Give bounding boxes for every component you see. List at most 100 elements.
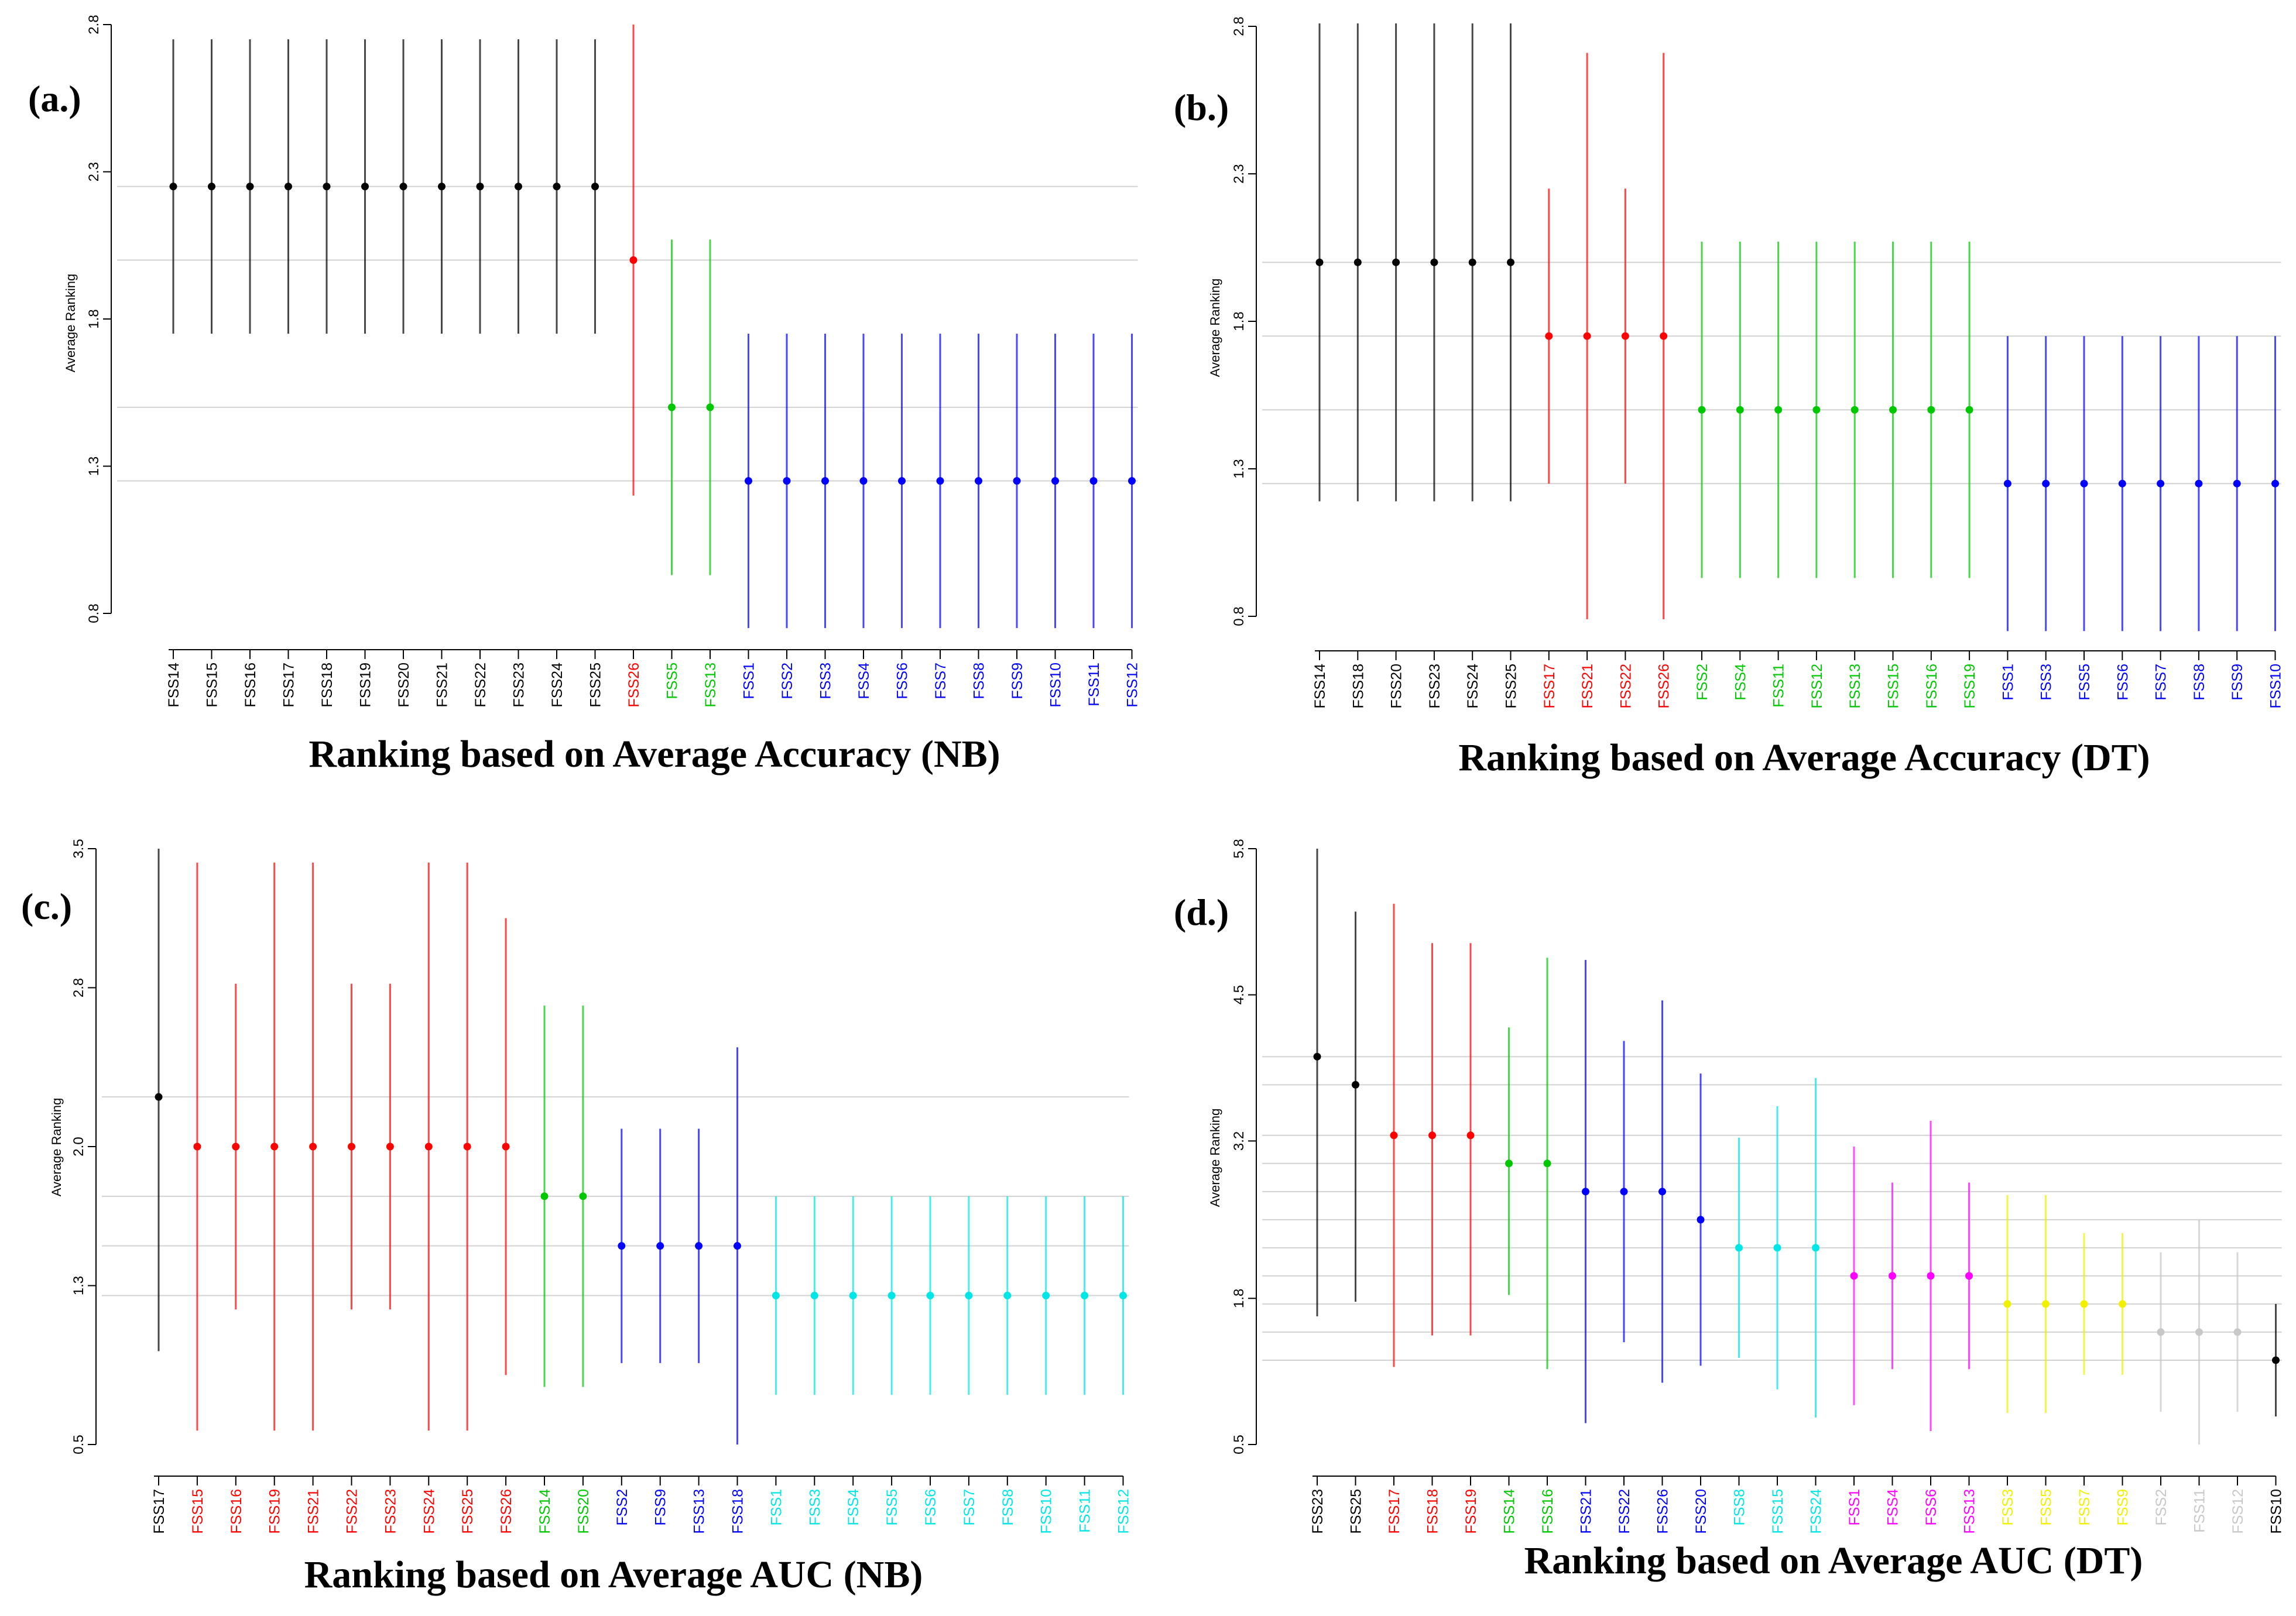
category-label: FSS22 (344, 1489, 361, 1533)
category-label: FSS2 (614, 1489, 630, 1526)
ranking-point (2042, 1300, 2050, 1308)
category-label: FSS13 (702, 663, 719, 707)
ranking-point (246, 183, 254, 191)
panel-a-ylabel: Average Ranking (63, 274, 78, 372)
ranking-point (348, 1142, 355, 1151)
category-label: FSS22 (1616, 1489, 1633, 1533)
category-label: FSS25 (460, 1489, 476, 1533)
category-label: FSS6 (895, 663, 911, 699)
ranking-point (2080, 479, 2088, 488)
ranking-point (1128, 477, 1136, 485)
category-label: FSS20 (575, 1489, 592, 1533)
category-label: FSS6 (1923, 1489, 1939, 1526)
ranking-point (936, 477, 944, 485)
ranking-point (1042, 1292, 1050, 1299)
category-label: FSS3 (2038, 664, 2055, 701)
ranking-point (810, 1292, 818, 1299)
category-label: FSS21 (434, 663, 451, 707)
ranking-point (309, 1142, 317, 1151)
ranking-point (926, 1292, 934, 1299)
category-label: FSS8 (1000, 1489, 1016, 1526)
category-label: FSS21 (306, 1489, 322, 1533)
ranking-point (1507, 258, 1514, 266)
panel-a-label: (a.) (28, 78, 81, 119)
category-label: FSS24 (1465, 664, 1481, 709)
y-tick-label: 0.5 (1231, 1435, 1247, 1454)
category-label: FSS16 (228, 1489, 245, 1533)
y-tick-label: 3.5 (71, 839, 87, 858)
ranking-point (1003, 1292, 1012, 1299)
ranking-point (1119, 1292, 1127, 1299)
category-label: FSS12 (1116, 1489, 1132, 1533)
y-tick-label: 2.8 (86, 15, 102, 34)
category-label: FSS5 (664, 663, 681, 699)
ranking-point (2119, 1300, 2126, 1308)
ranking-point (399, 183, 407, 191)
category-label: FSS12 (1125, 663, 1141, 707)
panel-c-title: Ranking based on Average AUC (NB) (304, 1553, 923, 1596)
ranking-point (2003, 479, 2011, 488)
category-label: FSS21 (1579, 664, 1596, 708)
ranking-point (2157, 479, 2165, 488)
ranking-point (208, 183, 215, 191)
panel-b-title: Ranking based on Average Accuracy (DT) (1458, 736, 2150, 779)
category-label: FSS22 (472, 663, 489, 707)
ranking-point (965, 1292, 973, 1299)
category-label: FSS25 (1348, 1489, 1365, 1533)
ranking-point (1392, 258, 1400, 266)
ranking-point (270, 1142, 279, 1151)
ranking-point (1660, 332, 1668, 340)
category-label: FSS23 (382, 1489, 399, 1533)
category-label: FSS8 (1732, 1489, 1748, 1526)
category-label: FSS14 (1502, 1489, 1518, 1534)
ranking-point (1850, 1272, 1858, 1280)
category-label: FSS1 (2000, 664, 2016, 701)
ranking-point (1698, 406, 1706, 414)
ranking-point (1927, 1272, 1935, 1280)
category-label: FSS12 (1809, 664, 1825, 708)
ranking-point (1353, 258, 1362, 266)
category-label: FSS18 (1350, 664, 1366, 708)
category-label: FSS25 (1503, 664, 1520, 708)
ranking-point (1081, 1292, 1089, 1299)
category-label: FSS9 (2229, 664, 2246, 701)
ranking-point (1621, 332, 1629, 340)
category-label: FSS10 (1039, 1489, 1055, 1533)
category-label: FSS4 (856, 663, 872, 699)
ranking-point (1390, 1131, 1398, 1140)
y-tick-label: 4.5 (1231, 985, 1247, 1004)
category-label: FSS16 (1924, 664, 1940, 708)
panel-d-plot: 0.5 1.8 3.2 4.5 5.8 FSS23 FSS25 FSS17 FSS18 FSS19… (1231, 839, 2285, 1533)
ranking-point (1697, 1216, 1705, 1224)
category-label: FSS15 (204, 663, 221, 707)
panel-d-title: Ranking based on Average AUC (DT) (1524, 1539, 2143, 1582)
ranking-point (2233, 479, 2241, 488)
ranking-point (1505, 1159, 1513, 1168)
ranking-point (2195, 479, 2203, 488)
panel-d-label: (d.) (1174, 891, 1229, 933)
category-label: FSS11 (1077, 1489, 1094, 1533)
category-label: FSS26 (1656, 664, 1673, 708)
category-label: FSS2 (2153, 1489, 2170, 1526)
category-label: FSS2 (1694, 664, 1711, 701)
category-label: FSS10 (2268, 664, 2284, 708)
category-label: FSS2 (779, 663, 796, 699)
category-label: FSS4 (1732, 664, 1749, 701)
category-label: FSS17 (1386, 1489, 1403, 1533)
category-label: FSS11 (2192, 1489, 2208, 1533)
category-label: FSS13 (691, 1489, 708, 1533)
ranking-point (783, 477, 791, 485)
ranking-point (232, 1142, 240, 1151)
ranking-point (734, 1242, 741, 1250)
ranking-point (1468, 258, 1476, 266)
ranking-point (438, 183, 446, 191)
category-label: FSS16 (1540, 1489, 1556, 1533)
panel-d-ylabel: Average Ranking (1208, 1109, 1222, 1207)
ranking-point (1736, 406, 1744, 414)
ranking-point (1430, 258, 1438, 266)
ranking-point (745, 477, 752, 485)
category-label: FSS22 (1618, 664, 1634, 708)
category-label: FSS23 (1310, 1489, 1326, 1533)
category-label: FSS10 (2268, 1489, 2285, 1533)
y-tick-label: 0.8 (1231, 606, 1247, 626)
